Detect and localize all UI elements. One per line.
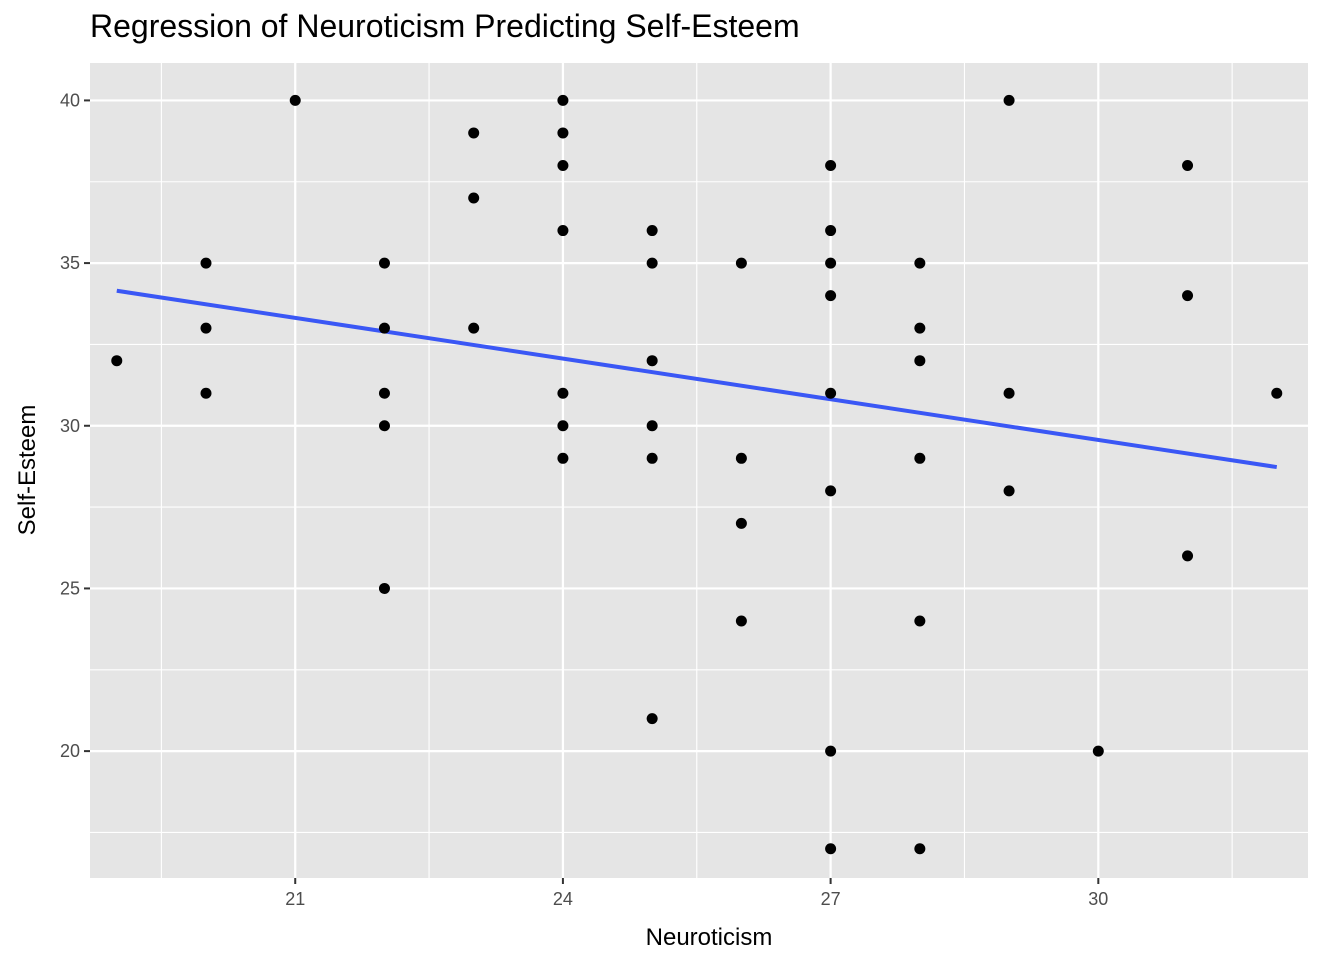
data-point (200, 257, 212, 269)
data-point (1271, 387, 1283, 399)
data-point (825, 485, 837, 497)
data-point (646, 257, 658, 269)
data-point (914, 452, 926, 464)
gridlines (90, 63, 1308, 878)
data-point (289, 94, 301, 106)
data-point (825, 387, 837, 399)
data-point (825, 257, 837, 269)
data-point (468, 192, 480, 204)
chart-title: Regression of Neuroticism Predicting Sel… (90, 8, 800, 44)
x-axis-title: Neuroticism (646, 924, 773, 951)
data-point (825, 159, 837, 171)
data-point (914, 843, 926, 855)
data-point (1092, 745, 1104, 757)
data-point (557, 452, 569, 464)
data-point (378, 322, 390, 334)
data-point (825, 745, 837, 757)
data-point (1003, 94, 1015, 106)
data-point (646, 452, 658, 464)
data-point (557, 159, 569, 171)
data-point (557, 387, 569, 399)
data-point (825, 290, 837, 302)
data-point (825, 225, 837, 237)
y-tick-label: 30 (60, 416, 80, 436)
data-point (914, 615, 926, 627)
data-point (646, 713, 658, 725)
data-point (914, 355, 926, 367)
axes: 21 24 27 30 20 25 30 35 40 (60, 90, 1108, 909)
data-point (735, 615, 747, 627)
data-point (378, 387, 390, 399)
data-point (468, 127, 480, 139)
data-points (111, 94, 1283, 855)
data-point (557, 94, 569, 106)
y-tick-label: 40 (60, 90, 80, 110)
data-point (735, 257, 747, 269)
regression-line-layer (116, 288, 1278, 470)
data-point (378, 420, 390, 432)
data-point (468, 322, 480, 334)
data-point (646, 225, 658, 237)
y-axis-title: Self-Esteem (14, 405, 41, 536)
data-point (646, 420, 658, 432)
x-tick-label: 27 (821, 889, 841, 909)
data-point (825, 843, 837, 855)
data-point (1182, 550, 1194, 562)
data-point (1003, 485, 1015, 497)
data-point (914, 322, 926, 334)
data-point (557, 127, 569, 139)
data-point (200, 322, 212, 334)
data-point (735, 452, 747, 464)
y-tick-label: 20 (60, 741, 80, 761)
x-tick-label: 24 (553, 889, 573, 909)
regression-line (116, 288, 1278, 470)
plot-panel (90, 63, 1308, 878)
data-point (646, 355, 658, 367)
data-point (378, 582, 390, 594)
data-point (557, 420, 569, 432)
data-point (1182, 290, 1194, 302)
y-tick-label: 35 (60, 253, 80, 273)
x-tick-label: 30 (1088, 889, 1108, 909)
data-point (1003, 387, 1015, 399)
data-point (1182, 159, 1194, 171)
y-tick-label: 25 (60, 578, 80, 598)
data-point (914, 257, 926, 269)
data-point (200, 387, 212, 399)
data-point (111, 355, 123, 367)
data-point (378, 257, 390, 269)
data-point (557, 225, 569, 237)
data-point (735, 517, 747, 529)
x-tick-label: 21 (285, 889, 305, 909)
